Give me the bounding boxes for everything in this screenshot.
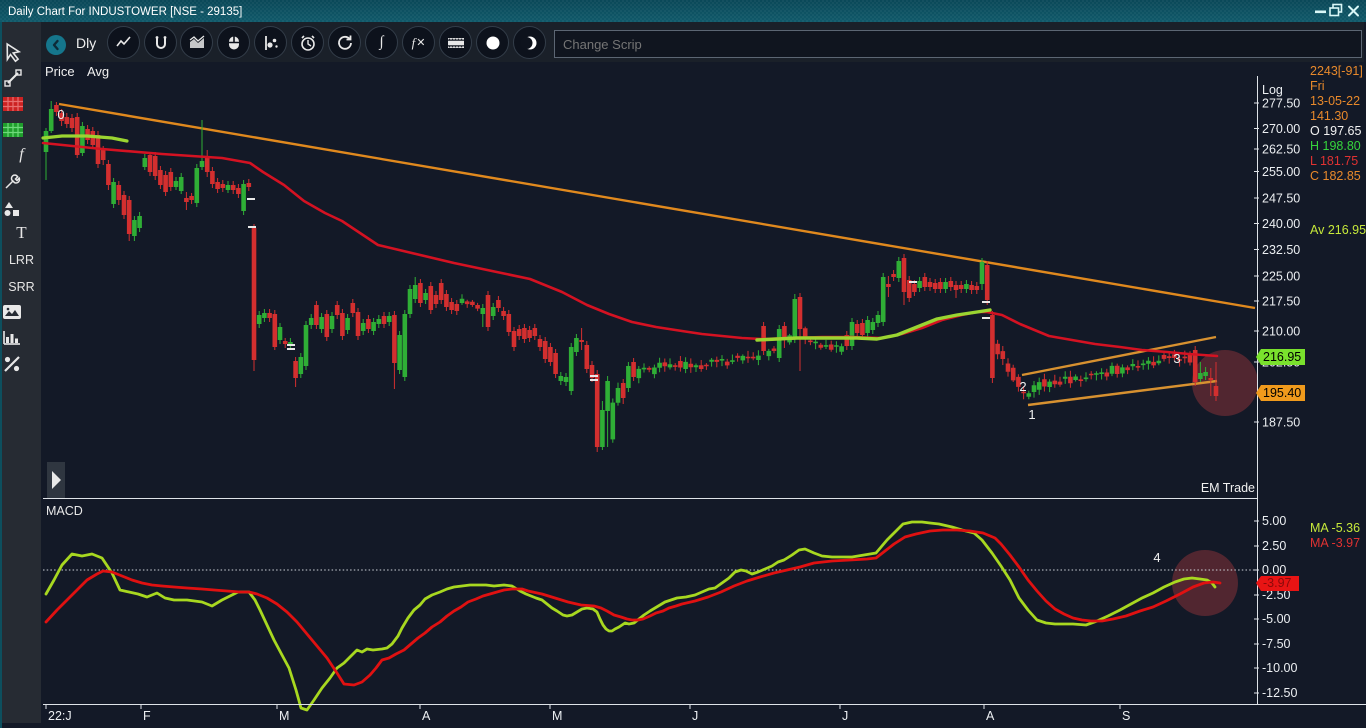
svg-text:Fri: Fri <box>1310 79 1325 93</box>
svg-text:247.50: 247.50 <box>1262 192 1300 206</box>
svg-text:-2.50: -2.50 <box>1262 588 1291 602</box>
svg-text:210.00: 210.00 <box>1262 325 1300 339</box>
svg-text:-7.50: -7.50 <box>1262 637 1291 651</box>
svg-text:-10.00: -10.00 <box>1262 661 1297 675</box>
svg-text:2243[-91]: 2243[-91] <box>1310 64 1363 78</box>
svg-text:1: 1 <box>1028 407 1035 422</box>
svg-text:5.00: 5.00 <box>1262 514 1286 528</box>
svg-text:-3.97: -3.97 <box>1263 576 1292 590</box>
svg-text:A: A <box>422 709 431 723</box>
svg-text:H 198.80: H 198.80 <box>1310 139 1361 153</box>
svg-text:A: A <box>986 709 995 723</box>
svg-text:187.50: 187.50 <box>1262 416 1300 430</box>
svg-text:-5.00: -5.00 <box>1262 612 1291 626</box>
svg-text:M: M <box>279 709 289 723</box>
svg-text:J: J <box>842 709 848 723</box>
svg-text:M: M <box>552 709 562 723</box>
svg-text:2: 2 <box>1019 379 1026 394</box>
svg-text:Log: Log <box>1262 83 1283 97</box>
svg-text:13-05-22: 13-05-22 <box>1310 94 1360 108</box>
svg-text:Av 216.95: Av 216.95 <box>1310 223 1366 237</box>
svg-text:J: J <box>692 709 698 723</box>
svg-text:277.50: 277.50 <box>1262 97 1300 111</box>
svg-text:0: 0 <box>57 107 64 122</box>
svg-text:255.00: 255.00 <box>1262 165 1300 179</box>
svg-text:L 181.75: L 181.75 <box>1310 154 1358 168</box>
svg-text:MA -5.36: MA -5.36 <box>1310 521 1360 535</box>
svg-text:195.40: 195.40 <box>1263 386 1301 400</box>
svg-text:C 182.85: C 182.85 <box>1310 169 1361 183</box>
svg-text:0.00: 0.00 <box>1262 563 1286 577</box>
svg-text:270.00: 270.00 <box>1262 122 1300 136</box>
svg-text:240.00: 240.00 <box>1262 217 1300 231</box>
svg-text:MACD: MACD <box>46 504 83 518</box>
svg-text:MA -3.97: MA -3.97 <box>1310 536 1360 550</box>
svg-text:O 197.65: O 197.65 <box>1310 124 1361 138</box>
svg-text:216.95: 216.95 <box>1263 350 1301 364</box>
svg-text:2.50: 2.50 <box>1262 539 1286 553</box>
svg-text:232.50: 232.50 <box>1262 243 1300 257</box>
svg-text:262.50: 262.50 <box>1262 143 1300 157</box>
svg-text:22:J: 22:J <box>48 709 72 723</box>
svg-text:225.00: 225.00 <box>1262 270 1300 284</box>
svg-text:F: F <box>143 709 151 723</box>
svg-text:141.30: 141.30 <box>1310 109 1348 123</box>
svg-text:-12.50: -12.50 <box>1262 686 1297 700</box>
svg-text:3: 3 <box>1173 351 1180 366</box>
svg-text:EM Trade: EM Trade <box>1201 481 1255 495</box>
svg-text:S: S <box>1122 709 1130 723</box>
svg-text:217.50: 217.50 <box>1262 295 1300 309</box>
svg-text:4: 4 <box>1153 550 1160 565</box>
